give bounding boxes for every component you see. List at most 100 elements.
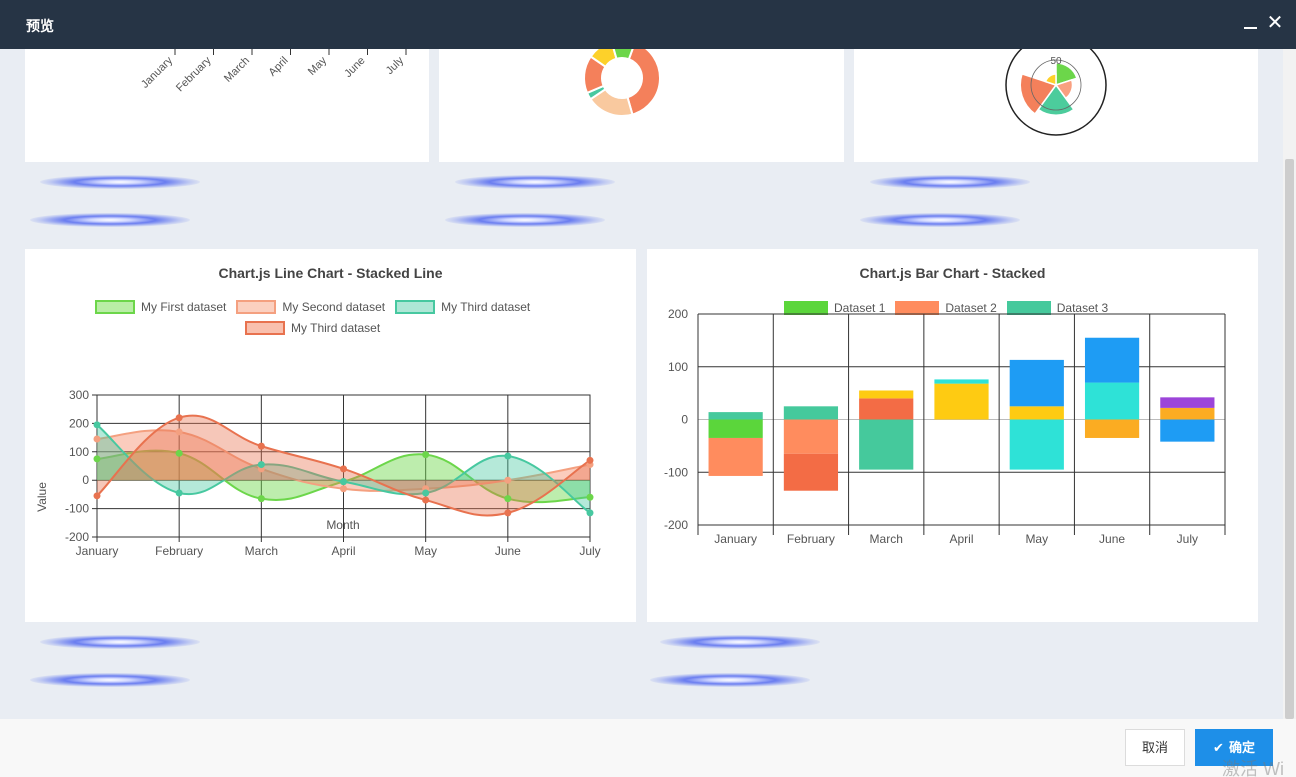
bar-segment xyxy=(783,406,839,420)
line-y-tick-label: 100 xyxy=(69,445,89,459)
preview-content[interactable]: January February March April May June July 50 … xyxy=(0,49,1296,719)
line-x-tick-label: February xyxy=(155,544,203,558)
top-x-tick-label: May xyxy=(306,54,330,78)
legend-swatch xyxy=(395,300,436,314)
bar-y-tick-label: -200 xyxy=(664,518,688,532)
line-data-point xyxy=(257,495,265,503)
close-icon[interactable]: ✕ xyxy=(1266,12,1284,34)
polar-area-chart: 50 xyxy=(1005,49,1107,136)
glow-decoration xyxy=(650,673,810,687)
bar-segment xyxy=(1160,397,1215,408)
line-data-point xyxy=(93,421,101,429)
glow-decoration xyxy=(30,673,190,687)
bar-x-tick-label: February xyxy=(787,532,835,546)
bar-segment xyxy=(859,390,914,399)
bar-x-tick-label: June xyxy=(1099,532,1125,546)
legend-item[interactable]: My First dataset xyxy=(95,300,226,314)
bar-y-tick-label: -100 xyxy=(664,465,688,479)
line-data-point xyxy=(504,452,512,460)
line-series-area xyxy=(97,415,590,516)
top-x-tick-label: February xyxy=(174,54,214,94)
legend-item[interactable]: Dataset 1 xyxy=(784,301,885,315)
line-chart-ylabel: Value xyxy=(35,482,49,512)
bar-segment xyxy=(1009,406,1064,420)
line-series-area xyxy=(97,424,590,513)
line-y-tick-label: 200 xyxy=(69,416,89,430)
bar-chart: 200 100 0 -100 -200 January February March April… xyxy=(664,309,1226,546)
legend-item[interactable]: My Third dataset xyxy=(245,321,380,335)
glow-decoration xyxy=(40,635,200,649)
glow-decoration xyxy=(860,213,1020,227)
line-data-point xyxy=(422,489,430,497)
line-data-point xyxy=(422,496,430,504)
line-series-area xyxy=(97,430,590,491)
line-y-tick-label: -200 xyxy=(65,530,89,544)
line-data-point xyxy=(257,461,265,469)
bar-segment xyxy=(1009,419,1064,470)
dialog-titlebar: 预览 ✕ xyxy=(0,0,1296,49)
bar-segment xyxy=(1084,419,1140,438)
bar-y-tick-label: 200 xyxy=(668,309,688,321)
top-x-tick-label: April xyxy=(267,55,291,79)
line-x-tick-label: January xyxy=(76,544,119,558)
glow-decoration xyxy=(30,213,190,227)
line-data-point xyxy=(175,414,183,422)
confirm-button[interactable]: ✔ 确定 xyxy=(1195,729,1273,766)
scrollbar-thumb[interactable] xyxy=(1285,159,1294,719)
line-data-point xyxy=(422,451,430,459)
bar-segment xyxy=(1160,407,1215,420)
bar-segment xyxy=(708,437,763,476)
bar-x-tick-label: January xyxy=(714,532,757,546)
line-data-point xyxy=(93,455,101,463)
line-data-point xyxy=(93,435,101,443)
bar-segment xyxy=(859,419,914,470)
bar-x-tick-label: March xyxy=(870,532,903,546)
line-data-point xyxy=(504,476,512,484)
bar-segment xyxy=(934,379,989,384)
glow-decoration xyxy=(40,175,200,189)
activation-watermark: 激活 Wi xyxy=(1222,759,1284,777)
cancel-button[interactable]: 取消 xyxy=(1125,729,1185,766)
line-chart-title: Chart.js Line Chart - Stacked Line xyxy=(218,265,443,281)
top-doughnut-panel xyxy=(439,49,844,162)
line-data-point xyxy=(340,465,347,473)
line-y-tick-label: 300 xyxy=(69,388,89,402)
bar-chart-title: Chart.js Bar Chart - Stacked xyxy=(859,265,1046,281)
glow-decoration xyxy=(870,175,1030,189)
bar-segment xyxy=(1084,382,1140,420)
line-data-point xyxy=(586,493,594,501)
bar-x-tick-label: July xyxy=(1177,532,1198,546)
line-data-point xyxy=(340,485,347,493)
minimize-icon[interactable] xyxy=(1241,13,1259,33)
vertical-scrollbar[interactable] xyxy=(1283,49,1296,719)
legend-item[interactable]: My Third dataset xyxy=(395,300,530,314)
bar-segment xyxy=(1009,359,1064,407)
line-x-tick-label: March xyxy=(245,544,278,558)
line-chart: Value Month 3002001000-100-200JanuaryFeb… xyxy=(35,388,601,558)
polar-segment xyxy=(1044,73,1057,87)
top-x-tick-label: January xyxy=(139,54,176,91)
line-data-point xyxy=(586,456,594,464)
bar-segment xyxy=(708,419,763,438)
legend-swatch xyxy=(95,300,135,314)
line-x-tick-label: July xyxy=(579,544,600,558)
legend-item[interactable]: My Second dataset xyxy=(236,300,385,314)
doughnut-segment xyxy=(589,49,618,69)
doughnut-segment xyxy=(612,49,634,61)
line-chart-legend-row2: My Third dataset xyxy=(245,321,390,335)
line-data-point xyxy=(93,492,101,500)
top-x-tick-label: June xyxy=(342,55,367,80)
bar-segment xyxy=(934,383,989,420)
bar-segment xyxy=(783,453,839,491)
bar-chart-panel: Chart.js Bar Chart - Stacked Dataset 1 D… xyxy=(647,249,1258,622)
bar-segment xyxy=(859,398,914,420)
glow-decoration xyxy=(445,213,605,227)
line-y-tick-label: 0 xyxy=(82,473,89,487)
line-x-tick-label: April xyxy=(331,544,355,558)
dialog-title: 预览 xyxy=(26,18,54,34)
line-x-tick-label: May xyxy=(414,544,437,558)
line-data-point xyxy=(586,509,594,517)
doughnut-segment xyxy=(626,49,661,116)
bar-x-tick-label: April xyxy=(949,532,973,546)
